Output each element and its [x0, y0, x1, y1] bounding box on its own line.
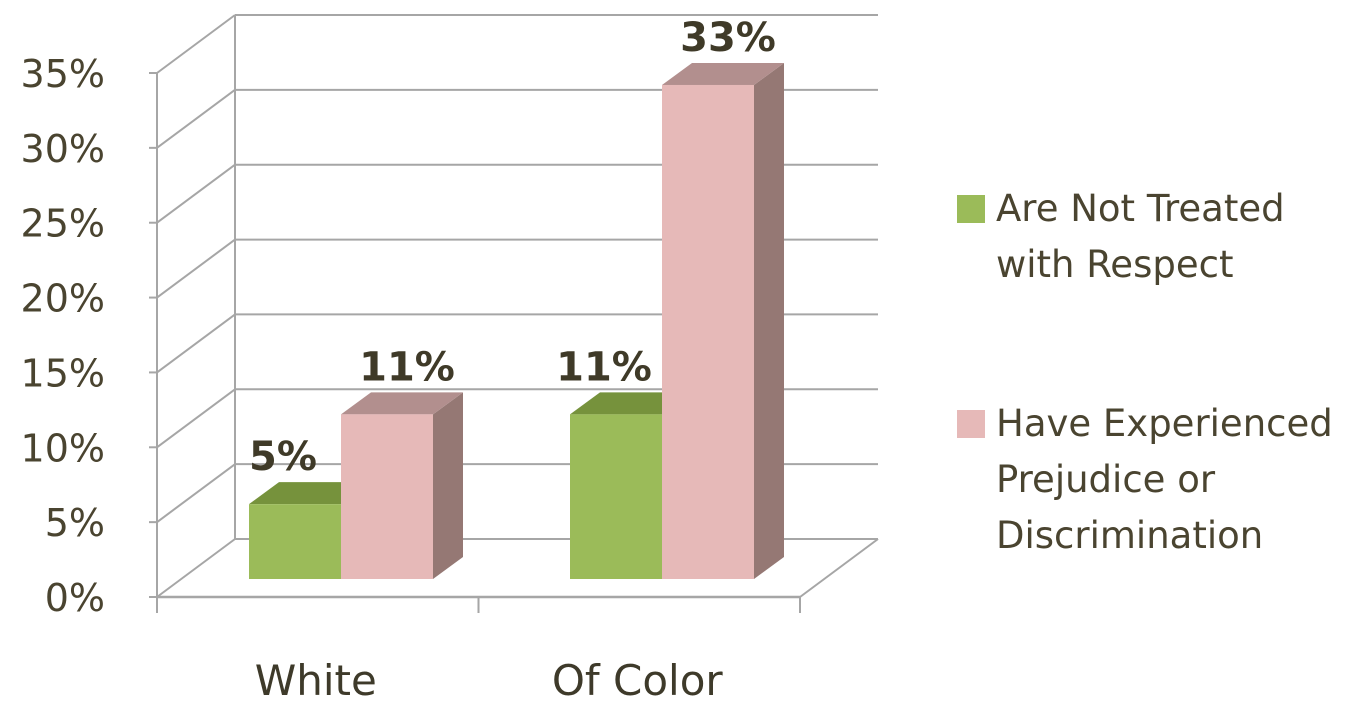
gridline-side	[156, 163, 236, 224]
y-tick-label: 5%	[45, 501, 105, 545]
data-label: 11%	[359, 344, 455, 390]
gridline-side	[156, 388, 236, 449]
legend-label: Prejudice or	[996, 458, 1216, 501]
y-tick-label: 15%	[21, 351, 105, 395]
gridline-side	[156, 313, 236, 374]
data-label: 33%	[680, 15, 776, 61]
gridline-side	[156, 14, 236, 74]
bar-front	[570, 414, 662, 579]
bar-top	[570, 392, 692, 415]
x-category-label: White	[255, 656, 377, 701]
legend-label: Are Not Treated	[996, 187, 1285, 230]
gridline-side	[156, 463, 236, 523]
legend-label: Have Experienced	[996, 402, 1333, 445]
data-labels: 5% 11% 11% 33%	[249, 15, 776, 480]
data-label: 5%	[249, 434, 317, 480]
y-tick-label: 35%	[21, 52, 105, 96]
gridline-side	[156, 238, 236, 299]
y-tick-label: 10%	[21, 426, 105, 470]
bar-front	[249, 504, 341, 579]
y-tick-label: 0%	[45, 576, 105, 620]
y-tick-label: 20%	[21, 277, 105, 321]
bars	[249, 62, 784, 579]
bar-side	[433, 392, 463, 579]
legend-swatch	[957, 410, 985, 438]
legend-swatch	[957, 195, 985, 223]
y-tick-label: 30%	[21, 127, 105, 171]
y-axis-ticks: 0% 5% 10% 15% 20% 25% 30% 35%	[21, 52, 105, 620]
bar	[662, 62, 784, 579]
bar	[341, 392, 463, 579]
legend-label: with Respect	[996, 243, 1233, 286]
bar-top	[341, 392, 463, 415]
bar-front	[341, 414, 433, 579]
x-category-label: Of Color	[552, 656, 724, 701]
bar-front	[662, 84, 754, 579]
legend: Are Not Treated with Respect Have Experien…	[957, 187, 1333, 557]
bar-top	[662, 62, 784, 85]
gridline-side	[156, 89, 236, 149]
x-axis-categories: White Of Color	[255, 656, 724, 701]
floor-right-edge	[799, 538, 879, 598]
chart-walls	[156, 15, 879, 613]
bar-side	[754, 62, 784, 579]
legend-label: Discrimination	[996, 514, 1263, 557]
y-tick-label: 25%	[21, 202, 105, 246]
gridline-side	[156, 538, 236, 598]
data-label: 11%	[556, 344, 652, 390]
bar-top	[249, 482, 371, 505]
